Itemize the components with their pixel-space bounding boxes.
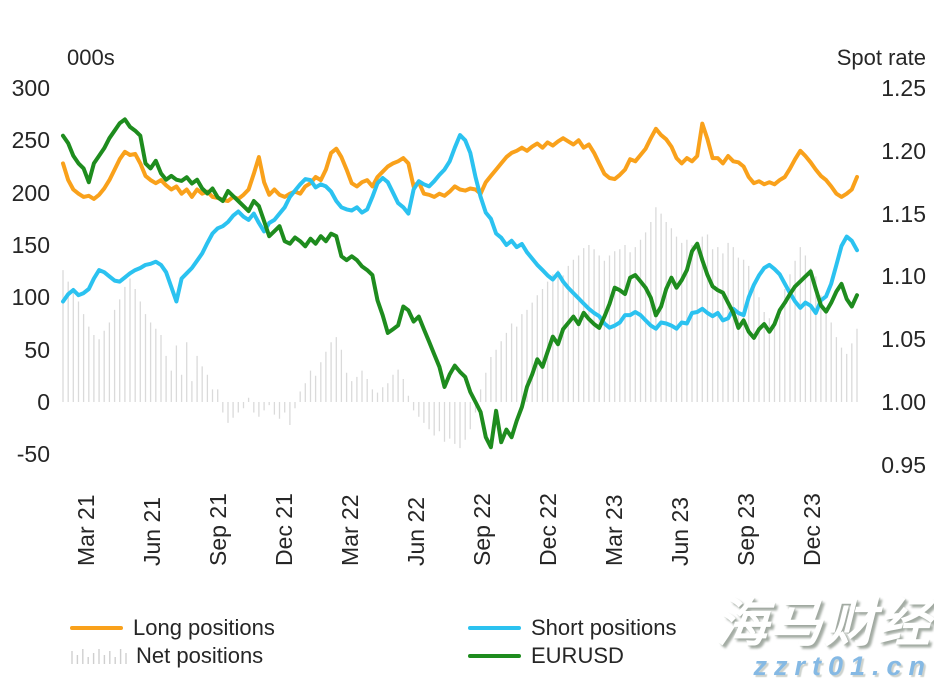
legend-item-eurusd: EURUSD [468, 643, 624, 669]
x-axis-label-mar-22: Mar 22 [337, 494, 363, 566]
legend-item-long-positions: Long positions [70, 615, 275, 641]
x-axis-label-dec-21: Dec 21 [271, 493, 297, 566]
x-axis-label-dec-23: Dec 23 [799, 493, 825, 566]
left-axis-tick-300: 300 [11, 75, 50, 101]
x-axis-label-sep-23: Sep 23 [733, 493, 759, 566]
chart-plot-area [61, 117, 859, 450]
net-positions-bars-swatch-icon [71, 649, 127, 664]
x-axis-label-mar-23: Mar 23 [601, 494, 627, 566]
legend-label-short-positions: Short positions [531, 615, 677, 640]
eurusd-line-swatch-icon [468, 654, 521, 658]
left-axis-tick-50: 50 [24, 337, 50, 363]
right-axis-tick-1.05: 1.05 [881, 326, 926, 352]
legend-label-eurusd: EURUSD [531, 643, 624, 668]
right-axis-tick-1.20: 1.20 [881, 138, 926, 164]
short-positions-line [61, 133, 859, 331]
right-axis-title: Spot rate [836, 45, 926, 70]
x-axis-label-jun-21: Jun 21 [139, 496, 165, 566]
long-positions-line-swatch-icon [70, 626, 123, 630]
x-axis-label-jun-23: Jun 23 [667, 496, 693, 566]
legend-row-1: Long positions Short positions [70, 614, 934, 642]
right-axis-tick-1.10: 1.10 [881, 263, 926, 289]
left-axis-tick-250: 250 [11, 127, 50, 153]
legend-label-net-positions: Net positions [136, 643, 264, 668]
left-axis-tick-200: 200 [11, 180, 50, 206]
legend-row-2: Net positions EURUSD [70, 642, 934, 670]
right-axis-tick-1.00: 1.00 [881, 389, 926, 415]
right-axis-tick-1.25: 1.25 [881, 75, 926, 101]
x-axis-label-mar-21: Mar 21 [73, 494, 99, 566]
x-axis-label-sep-22: Sep 22 [469, 493, 495, 566]
long-positions-line [61, 121, 859, 203]
x-axis-label-dec-22: Dec 22 [535, 493, 561, 566]
eurusd-line [61, 117, 859, 450]
x-axis-label-sep-21: Sep 21 [205, 493, 231, 566]
left-axis-tick-150: 150 [11, 232, 50, 258]
left-axis-tick-100: 100 [11, 284, 50, 310]
right-axis-tick-0.95: 0.95 [881, 452, 926, 478]
legend-item-short-positions: Short positions [468, 615, 677, 641]
short-positions-line-swatch-icon [468, 626, 521, 630]
left-axis-tick-0: 0 [37, 389, 50, 415]
legend-item-net-positions: Net positions [70, 643, 263, 669]
right-axis-tick-1.15: 1.15 [881, 201, 926, 227]
x-axis-label-jun-22: Jun 22 [403, 496, 429, 566]
left-axis-title: 000s [67, 45, 115, 70]
legend-label-long-positions: Long positions [133, 615, 275, 640]
legend: Long positions Short positions Net posit… [70, 614, 934, 670]
left-axis-tick--50: -50 [16, 441, 50, 467]
